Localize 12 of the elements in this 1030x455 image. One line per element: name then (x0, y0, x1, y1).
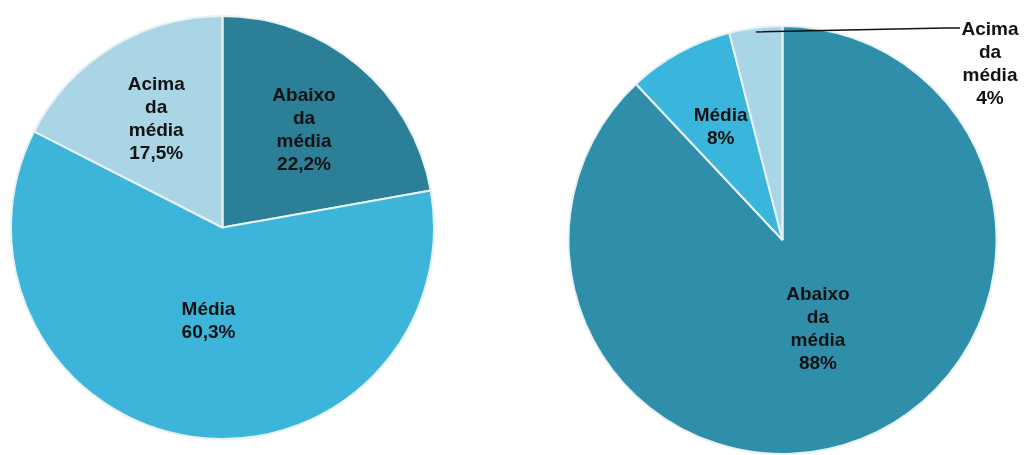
slice-label: Média (693, 104, 748, 126)
data-label: 8% (706, 127, 735, 149)
data-label: 22,2% (277, 152, 332, 174)
data-label: 60,3% (181, 321, 236, 343)
slice-label: Abaixo da média (272, 83, 336, 151)
data-label: 88% (798, 352, 838, 374)
slice-label: Acima da média (127, 73, 186, 141)
slice-label: Abaixo da média (786, 283, 850, 351)
data-label: 17,5% (129, 142, 184, 164)
slice-label: Média (181, 298, 236, 320)
slice-label: Acima da média (961, 18, 1019, 86)
data-label: 4% (976, 87, 1004, 109)
